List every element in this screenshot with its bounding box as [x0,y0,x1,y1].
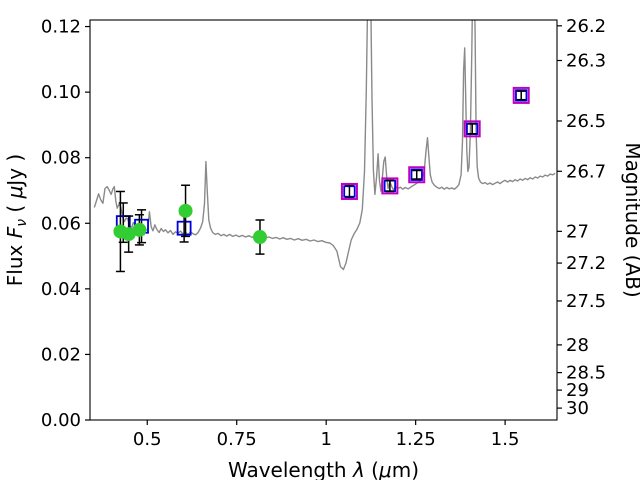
data-point-square [176,220,192,236]
y-tick-label: 0.12 [41,17,81,38]
right-tick-label: 27.2 [566,253,606,274]
data-point-square [515,89,528,102]
y-tick-label: 0.02 [41,344,81,365]
data-point-square [340,182,358,200]
x-tick-label: 1.25 [396,429,436,450]
optical-green-filled-circles [113,184,267,273]
y-tick-label: 0.06 [41,213,81,234]
data-point-circle [252,230,267,245]
y-axis-label: Flux Fν ( μJy ) [3,154,30,286]
y-tick-label: 0.04 [41,279,81,300]
y-tick-label: 0.08 [41,148,81,169]
x-tick-label: 0.75 [217,429,257,450]
right-tick-label: 26.7 [566,161,606,182]
data-point-circle [132,222,147,237]
right-tick-label: 26.5 [566,111,606,132]
y-tick-label: 0.00 [41,410,81,431]
nir-magenta-open-squares [340,86,530,200]
data-point-square [463,120,481,138]
data-point-square [512,86,530,104]
x-tick-label: 1 [320,429,331,450]
right-tick-label: 26.3 [566,50,606,71]
data-point-circle [178,203,193,218]
data-point-square [410,168,423,181]
data-point-circle [121,227,136,242]
spectrum-model-line [93,20,556,271]
data-point-square [408,166,426,184]
right-tick-label: 26.2 [566,16,606,37]
right-tick-label: 29 [566,380,589,401]
right-tick-label: 30 [566,398,589,419]
x-tick-label: 0.5 [133,429,162,450]
right-axis-label: Magnitude (AB) [621,142,640,297]
right-tick-label: 27 [566,221,589,242]
right-tick-label: 28.5 [566,363,606,384]
data-point-square [381,177,399,195]
right-tick-label: 27.5 [566,291,606,312]
right-tick-label: 28 [566,335,589,356]
x-axis-label: Wavelength λ (μm) [228,458,419,480]
axes-frame [89,19,558,421]
y-tick-label: 0.10 [41,82,81,103]
x-tick-label: 1.5 [491,429,520,450]
